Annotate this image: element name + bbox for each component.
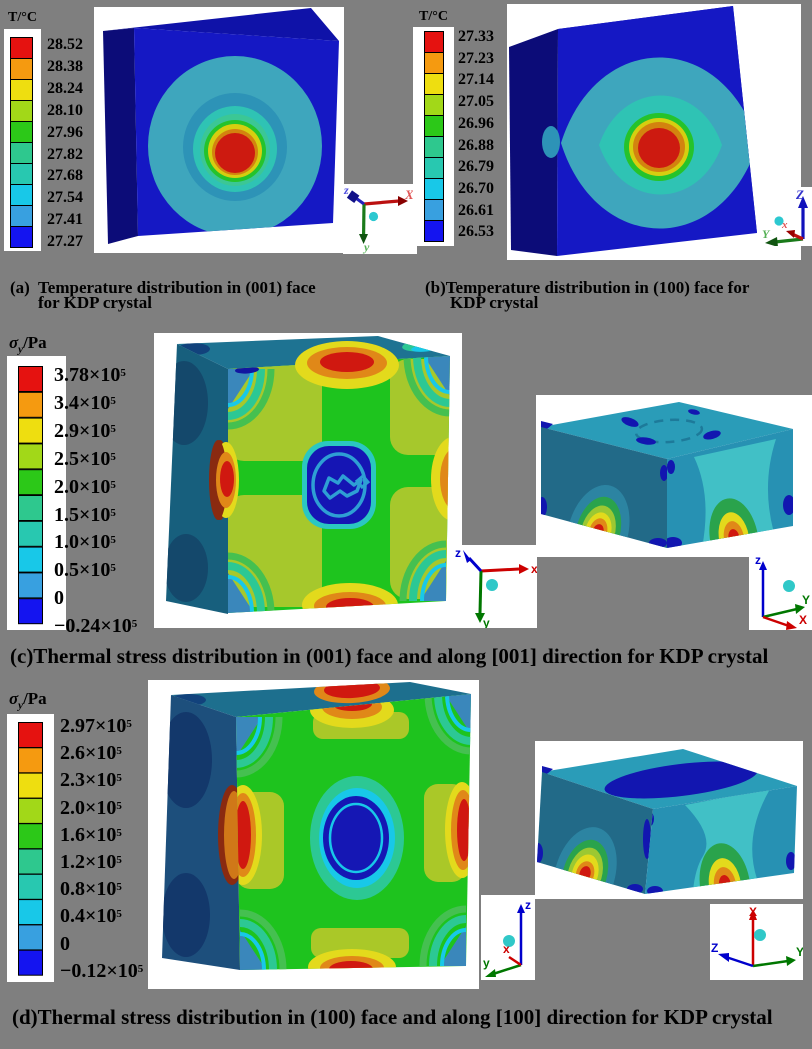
svg-text:z: z: [455, 546, 461, 560]
svg-text:Z: Z: [711, 941, 718, 955]
svg-text:z: z: [755, 554, 761, 567]
svg-text:y: y: [483, 616, 490, 628]
svg-text:x: x: [503, 942, 510, 956]
svg-text:Y: Y: [796, 945, 803, 959]
svg-text:X: X: [749, 905, 757, 919]
svg-text:X: X: [404, 187, 414, 202]
svg-text:z: z: [343, 184, 349, 197]
svg-text:Y: Y: [762, 227, 771, 241]
svg-text:x: x: [781, 219, 788, 231]
svg-text:Y: Y: [802, 593, 810, 607]
svg-text:z: z: [525, 898, 531, 912]
svg-text:x: x: [531, 562, 537, 576]
svg-text:y: y: [483, 956, 490, 970]
svg-text:X: X: [799, 613, 807, 627]
svg-text:Z: Z: [795, 187, 804, 202]
svg-text:y: y: [362, 240, 370, 254]
